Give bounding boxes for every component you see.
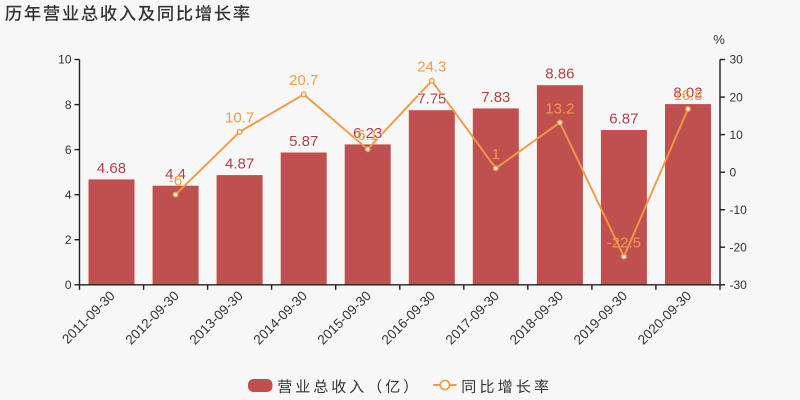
svg-text:0: 0 (65, 278, 72, 292)
svg-text:7.75: 7.75 (417, 91, 446, 108)
svg-text:4: 4 (65, 188, 72, 202)
svg-text:20: 20 (730, 90, 744, 104)
svg-text:-6: -6 (169, 172, 182, 189)
svg-text:16.8: 16.8 (673, 87, 702, 104)
svg-text:20.7: 20.7 (289, 72, 318, 89)
svg-text:5.87: 5.87 (289, 133, 318, 150)
svg-text:30: 30 (730, 53, 744, 67)
svg-text:%: % (713, 32, 725, 47)
svg-text:8.02: 8.02 (673, 85, 702, 102)
svg-text:8: 8 (65, 98, 72, 112)
svg-text:13.2: 13.2 (545, 100, 574, 117)
svg-text:6: 6 (65, 143, 72, 157)
svg-text:-10: -10 (730, 203, 748, 217)
svg-text:6.87: 6.87 (609, 110, 638, 127)
svg-text:6.1: 6.1 (357, 127, 378, 144)
svg-text:4.4: 4.4 (165, 166, 186, 183)
svg-text:6.23: 6.23 (353, 125, 382, 142)
svg-text:0: 0 (730, 165, 737, 179)
svg-text:10: 10 (730, 128, 744, 142)
svg-text:-20: -20 (730, 240, 748, 254)
svg-text:-22.5: -22.5 (607, 234, 641, 251)
svg-text:7.83: 7.83 (481, 89, 510, 106)
svg-text:4.87: 4.87 (225, 156, 254, 173)
svg-text:1: 1 (492, 146, 500, 163)
svg-text:24.3: 24.3 (417, 59, 446, 76)
svg-text:4.68: 4.68 (97, 160, 126, 177)
svg-text:10: 10 (58, 53, 72, 67)
svg-text:-30: -30 (730, 278, 748, 292)
svg-text:10.7: 10.7 (225, 110, 254, 127)
svg-text:2: 2 (65, 233, 72, 247)
svg-text:8.86: 8.86 (545, 66, 574, 83)
